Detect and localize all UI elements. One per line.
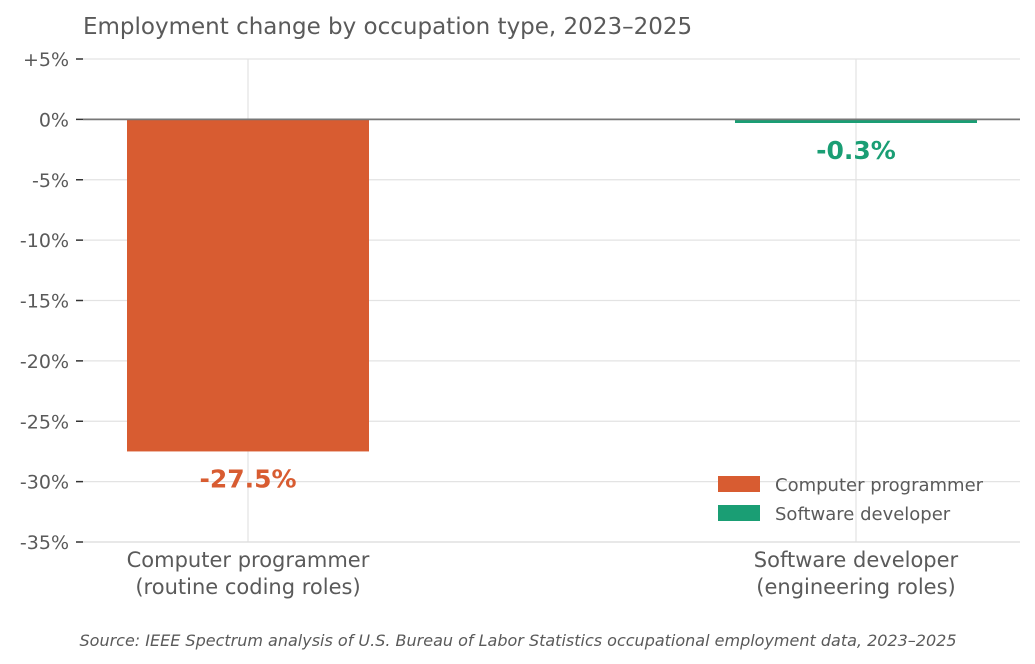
axes: +5% 0% -5% -10% -15% -20% -25% -30% -35% Computer…: [20, 49, 1020, 599]
bar-1: [127, 119, 369, 452]
y-tick-label: -10%: [20, 230, 69, 252]
legend-label: Computer programmer: [775, 475, 984, 496]
legend-swatch: [718, 505, 760, 521]
y-tick-label: -15%: [20, 291, 69, 313]
value-label-1: -27.5%: [199, 464, 296, 493]
legend: Computer programmer Software developer: [718, 475, 984, 525]
source-note: Source: IEEE Spectrum analysis of U.S. B…: [80, 631, 957, 650]
bar-2: [735, 119, 977, 123]
y-tick-label: -35%: [20, 532, 69, 554]
category-label: (routine coding roles): [135, 575, 360, 599]
y-tick-label: 0%: [39, 109, 69, 131]
legend-swatch: [718, 476, 760, 492]
category-label: Computer programmer: [127, 548, 370, 572]
legend-label: Software developer: [775, 504, 951, 525]
chart-title: Employment change by occupation type, 20…: [83, 14, 692, 40]
value-labels: -27.5% -0.3%: [199, 136, 895, 493]
bars: [127, 119, 977, 452]
category-label: (engineering roles): [756, 575, 955, 599]
y-tick-label: -5%: [32, 170, 69, 192]
y-tick-label: -30%: [20, 472, 69, 494]
category-label: Software developer: [754, 548, 959, 572]
value-label-2: -0.3%: [816, 136, 896, 165]
y-tick-label: -25%: [20, 411, 69, 433]
y-tick-label: +5%: [23, 49, 69, 71]
y-tick-label: -20%: [20, 351, 69, 373]
